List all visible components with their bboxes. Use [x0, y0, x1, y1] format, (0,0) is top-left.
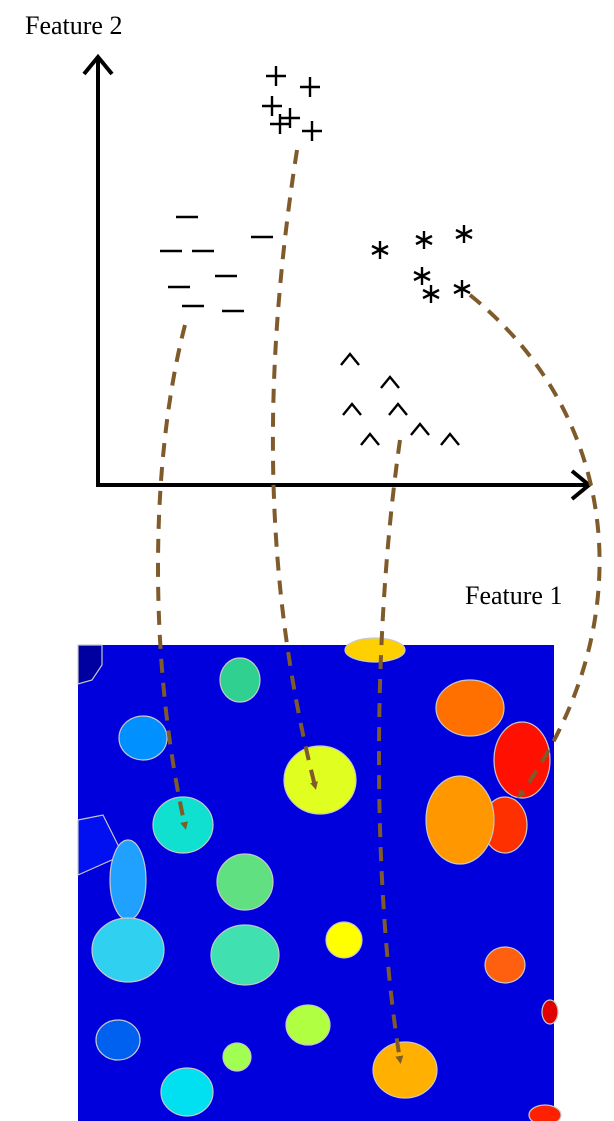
star-cluster [372, 225, 472, 303]
segmentation-image [78, 638, 561, 1121]
y-axis-label: Feature 2 [25, 11, 122, 40]
axes [84, 57, 589, 499]
x-axis-label: Feature 1 [465, 581, 562, 610]
dash-cluster [160, 217, 273, 311]
caret-cluster [341, 354, 459, 445]
diagram: Feature 2 Feature 1 [0, 0, 614, 1121]
plus-cluster [262, 66, 322, 141]
